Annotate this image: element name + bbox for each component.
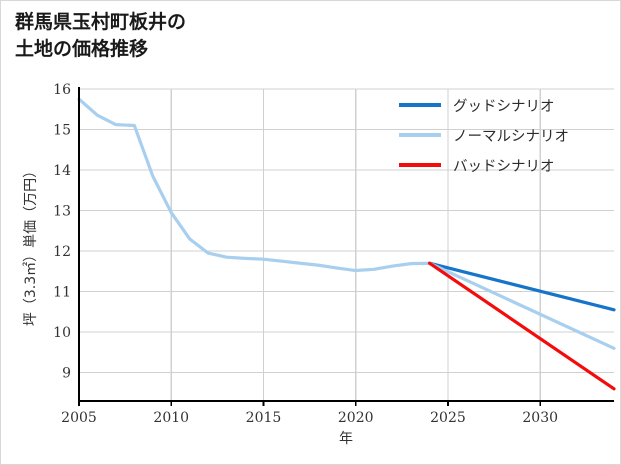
page-title: 群馬県玉村町板井の 土地の価格推移 <box>15 9 435 63</box>
y-tick-label-10: 10 <box>53 325 71 341</box>
series-lines <box>77 97 616 391</box>
x-tick-label-2010: 2010 <box>153 410 189 426</box>
legend-label-2: バッドシナリオ <box>453 159 555 175</box>
y-tick-label-14: 14 <box>53 163 71 179</box>
axis-names: 年 坪（3.3㎡）単価（万円） <box>23 164 353 447</box>
x-tick-label-2020: 2020 <box>338 410 374 426</box>
gridlines <box>78 88 614 401</box>
title-line-2: 土地の価格推移 <box>15 37 149 60</box>
legend-label-1: ノーマルシナリオ <box>453 129 569 145</box>
y-axis-label: 坪（3.3㎡）単価（万円） <box>23 164 39 326</box>
y-tick-label-13: 13 <box>53 204 71 220</box>
x-tick-label-2025: 2025 <box>430 410 466 426</box>
x-tick-label-2015: 2015 <box>246 410 282 426</box>
axes <box>77 87 614 406</box>
x-axis-label: 年 <box>339 431 353 447</box>
tick-labels: 9 10 11 12 13 14 15 16 2005 2010 2015 2020 2025 2030 <box>53 82 558 426</box>
series-line-2 <box>427 261 616 391</box>
y-tick-label-11: 11 <box>53 285 71 301</box>
series-line-1 <box>77 97 616 350</box>
x-tick-label-2030: 2030 <box>522 410 558 426</box>
y-tick-label-9: 9 <box>62 366 71 382</box>
title-line-1: 群馬県玉村町板井の <box>15 11 187 33</box>
y-tick-label-16: 16 <box>53 82 71 98</box>
x-tick-label-2005: 2005 <box>61 410 97 426</box>
y-tick-label-12: 12 <box>53 244 71 260</box>
series-line-0 <box>427 261 616 312</box>
y-tick-label-15: 15 <box>53 123 71 139</box>
legend-label-0: グッドシナリオ <box>453 98 555 115</box>
